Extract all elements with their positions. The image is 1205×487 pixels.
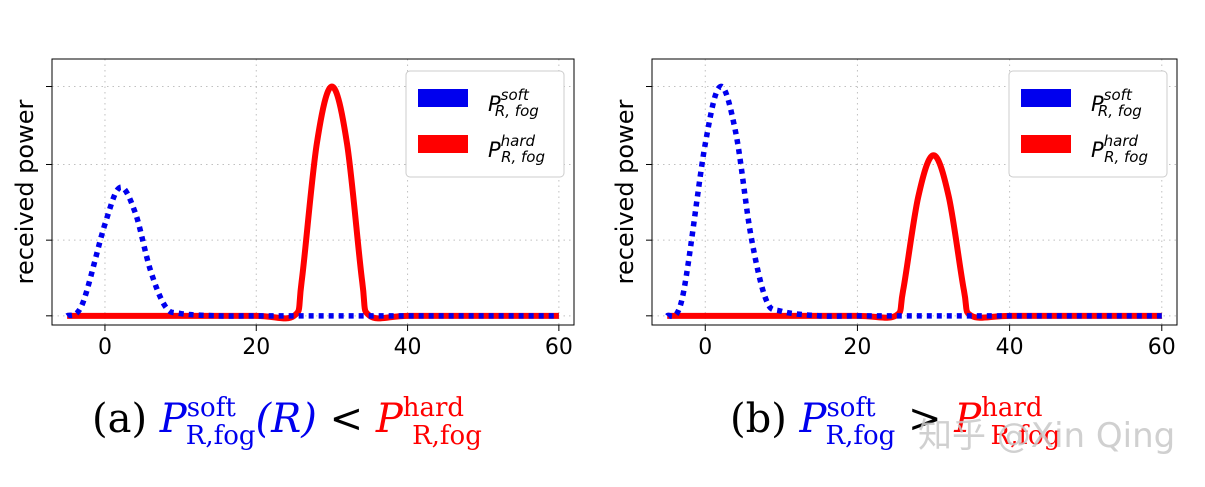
caption-label: (a): [92, 396, 160, 442]
x-tick-label: 40: [394, 335, 422, 360]
caption-lhs-sup: soft: [187, 393, 237, 423]
caption-relation: <: [317, 396, 376, 442]
caption-lhs-main: P: [159, 396, 188, 442]
legend-swatch-hard: [1021, 135, 1071, 153]
legend-label-main: P: [488, 138, 501, 162]
x-tick-label: 0: [698, 335, 712, 360]
caption-lhs-sub: R,fog: [186, 421, 256, 451]
series-line-soft: [665, 83, 1162, 320]
caption-rhs-main: P: [953, 396, 982, 442]
legend-label-sup: soft: [501, 86, 530, 104]
legend-swatch-hard: [418, 135, 468, 153]
x-tick-label: 60: [1148, 335, 1176, 360]
x-tick-label: 20: [242, 335, 270, 360]
legend-label-sub: R, fog: [495, 102, 539, 120]
y-axis-label: received power: [11, 99, 39, 284]
y-axis-label: received power: [611, 99, 639, 284]
x-tick-label: 0: [98, 335, 112, 360]
caption-2: (b) Psoft R,fog > Phard R,fog: [730, 393, 1060, 451]
legend-label-sub: R, fog: [1098, 102, 1142, 120]
axes-frame: [651, 58, 1178, 326]
legend-label-soft: Psoft R, fog: [1091, 86, 1142, 120]
caption-lhs-main: P: [799, 396, 828, 442]
axes-frame: [51, 58, 575, 326]
caption-1: (a) Psoft R,fog(R) < Phard R,fog: [92, 393, 482, 451]
legend-label-sup: soft: [1104, 86, 1133, 104]
caption-rhs-sub: R,fog: [412, 421, 482, 451]
series-line-soft: [65, 184, 559, 319]
legend-label-sup: hard: [1104, 132, 1139, 150]
x-tick-label: 40: [996, 335, 1024, 360]
x-tick-label: 20: [843, 335, 871, 360]
caption-rhs-sup: hard: [403, 393, 464, 423]
caption-rhs-sup: hard: [981, 393, 1042, 423]
legend-label-main: P: [1091, 138, 1104, 162]
legend-label-hard: Phard R, fog: [1091, 132, 1148, 166]
x-tick-label: 60: [545, 335, 573, 360]
legend-label-soft: Psoft R, fog: [488, 86, 539, 120]
watermark: 知乎 @Xin Qing: [918, 416, 1176, 456]
legend-swatch-soft: [418, 89, 468, 107]
caption-lhs-sub: R,fog: [826, 421, 896, 451]
legend-label-sub: R, fog: [501, 148, 545, 166]
legend-label-main: P: [488, 92, 501, 116]
caption-lhs-sup: soft: [826, 393, 876, 423]
caption-rhs-main: P: [375, 396, 404, 442]
caption-rhs-sub: R,fog: [991, 421, 1061, 451]
caption-relation: >: [895, 396, 954, 442]
legend-swatch-soft: [1021, 89, 1071, 107]
caption-label: (b): [730, 396, 800, 442]
legend-label-main: P: [1091, 92, 1104, 116]
caption-lhs-arg: (R): [256, 396, 317, 442]
legend-label-hard: Phard R, fog: [488, 132, 545, 166]
legend-label-sub: R, fog: [1104, 148, 1148, 166]
legend-label-sup: hard: [501, 132, 536, 150]
